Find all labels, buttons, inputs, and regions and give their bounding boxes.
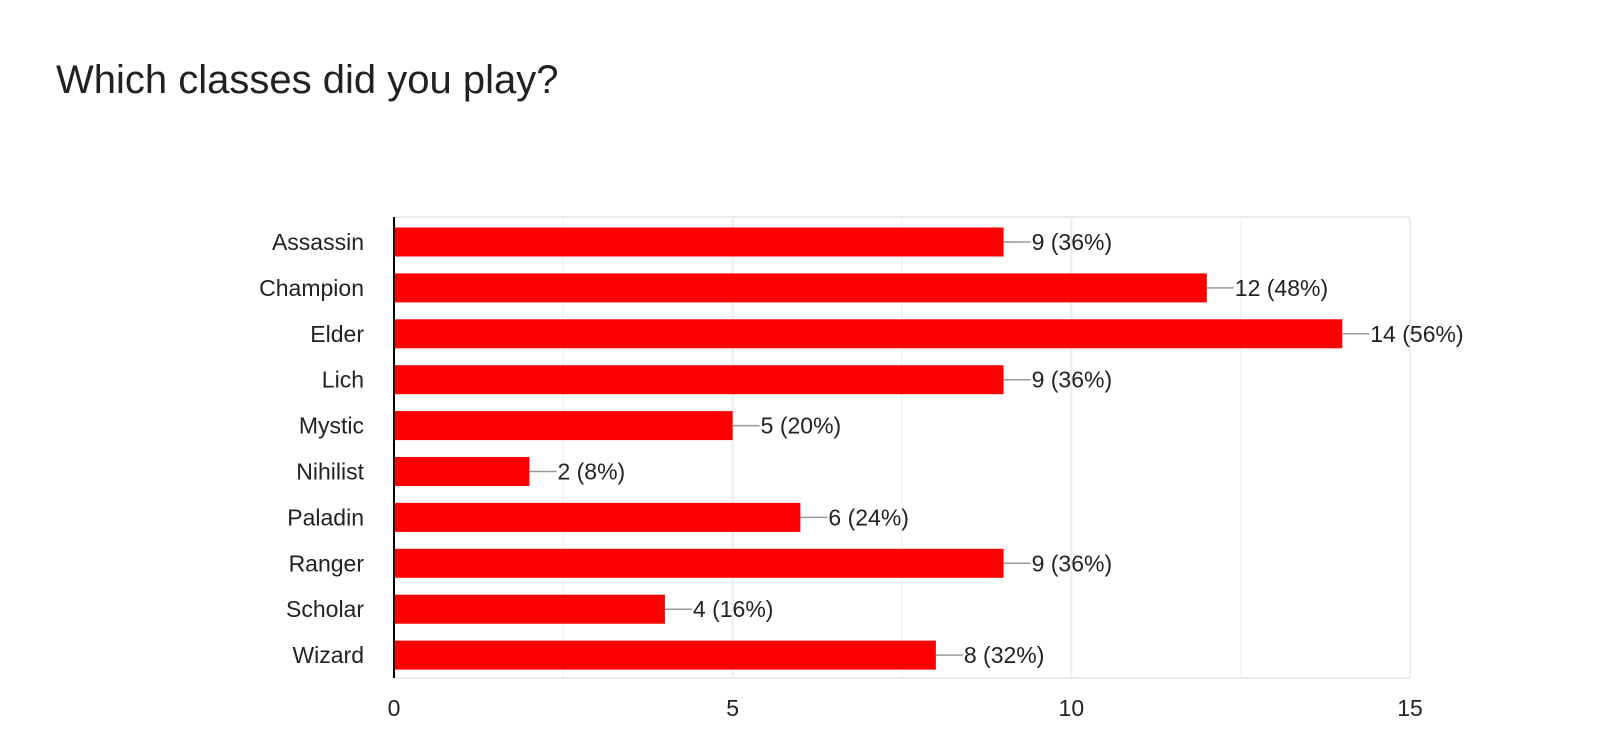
x-tick-label: 0	[388, 695, 401, 721]
category-label: Paladin	[287, 504, 364, 530]
chart-title: Which classes did you play?	[56, 58, 559, 102]
category-label: Wizard	[292, 642, 364, 668]
data-label: 9 (36%)	[1032, 229, 1113, 255]
category-label: Ranger	[289, 550, 365, 576]
category-label: Champion	[259, 275, 364, 301]
category-label: Elder	[310, 321, 364, 347]
data-label: 12 (48%)	[1235, 275, 1328, 301]
bar	[394, 457, 530, 486]
category-label: Assassin	[272, 229, 364, 255]
data-label: 8 (32%)	[964, 642, 1045, 668]
data-label: 4 (16%)	[693, 596, 774, 622]
data-label: 9 (36%)	[1032, 550, 1113, 576]
bar	[394, 594, 665, 624]
axis-layer: 0 5 10 15	[388, 217, 1423, 721]
bar	[394, 502, 801, 532]
bar	[394, 319, 1343, 349]
category-label: Nihilist	[296, 459, 364, 485]
category-label: Lich	[322, 367, 364, 393]
x-tick-label: 5	[726, 695, 739, 721]
x-tick-label: 10	[1059, 695, 1085, 721]
bar	[394, 640, 936, 670]
category-label: Scholar	[286, 596, 364, 622]
bar	[394, 227, 1004, 257]
bar	[394, 548, 1004, 578]
data-label: 5 (20%)	[761, 413, 842, 439]
data-label: 6 (24%)	[828, 504, 909, 530]
category-label: Mystic	[299, 413, 364, 439]
data-label: 2 (8%)	[557, 459, 625, 485]
bar	[394, 365, 1004, 395]
bars-layer	[394, 227, 1343, 670]
bar	[394, 411, 733, 441]
data-label: 14 (56%)	[1370, 321, 1463, 347]
labels-layer: Assassin 9 (36%) Champion 12 (48%) Elder 14 (…	[259, 229, 1463, 668]
x-tick-label: 15	[1397, 695, 1423, 721]
data-label: 9 (36%)	[1032, 367, 1113, 393]
bar	[394, 273, 1207, 303]
